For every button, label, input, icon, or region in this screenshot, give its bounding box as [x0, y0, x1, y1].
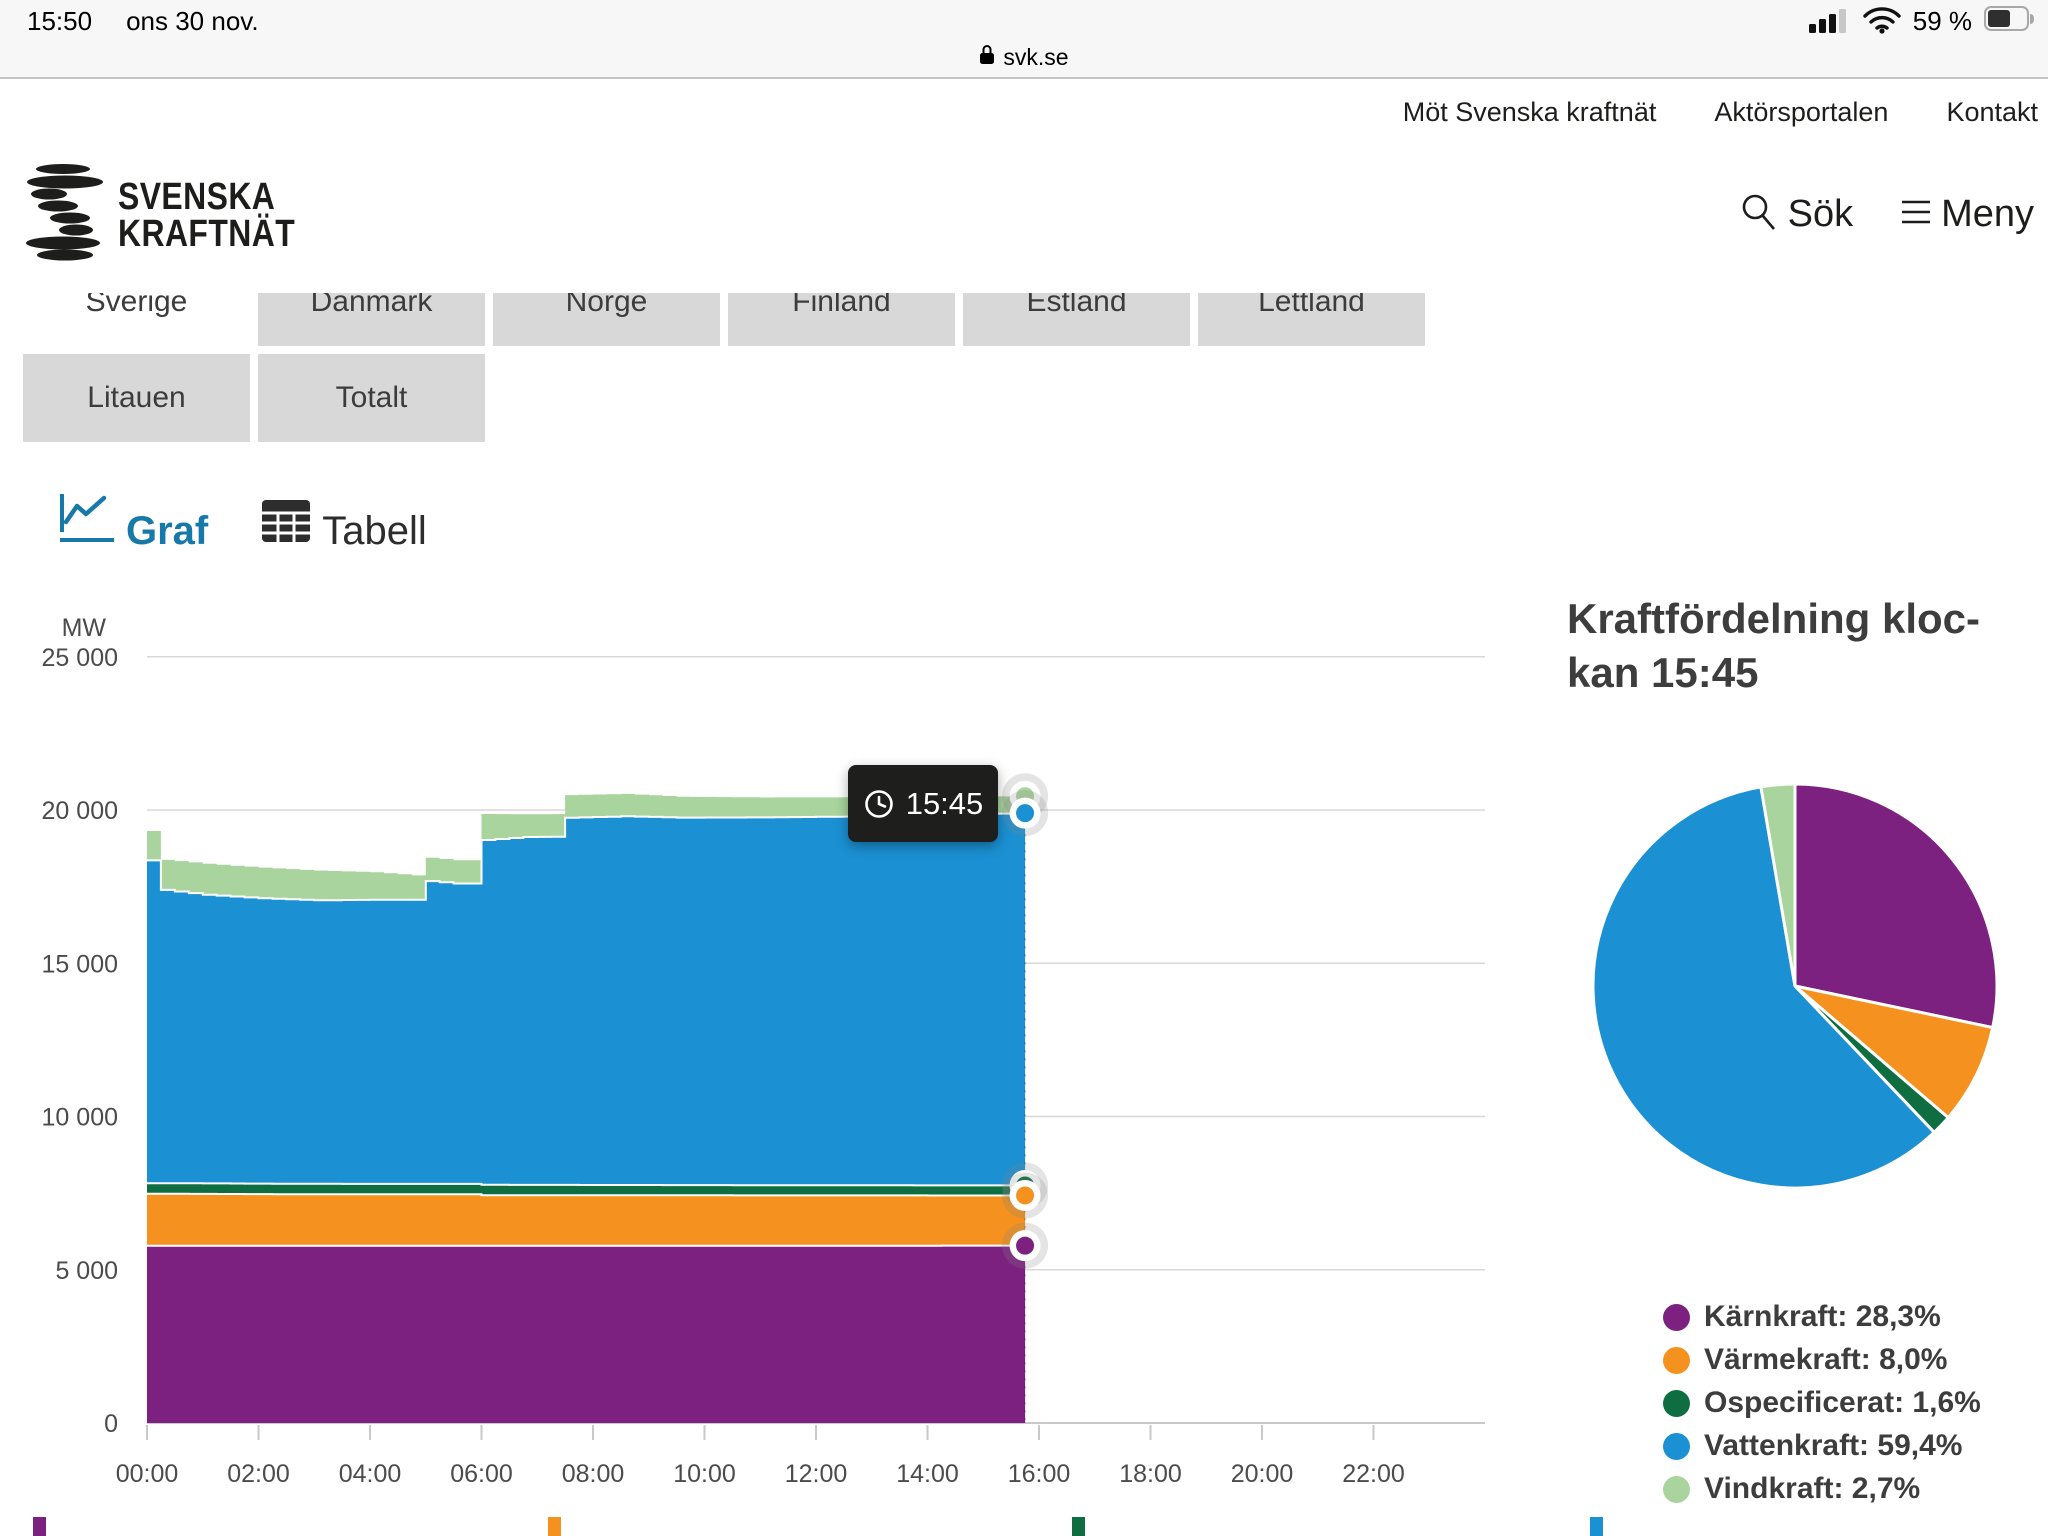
- legend-label: Vattenkraft: 59,4%: [1704, 1429, 1963, 1462]
- battery-icon: [1984, 5, 2034, 37]
- legend-item-vindkraft[interactable]: Vindkraft: 2,7%: [1663, 1472, 1981, 1506]
- svg-text:20 000: 20 000: [42, 797, 118, 825]
- site-header: Möt Svenska kraftnät Aktörsportalen Kontak…: [0, 77, 2048, 293]
- cellular-signal-icon: [1808, 4, 1851, 39]
- svg-text:18:00: 18:00: [1119, 1460, 1182, 1488]
- date: ons 30 nov.: [126, 6, 259, 36]
- svg-text:10 000: 10 000: [42, 1104, 118, 1132]
- svg-text:16:00: 16:00: [1008, 1460, 1071, 1488]
- series-toggle-partial-ospecificerat[interactable]: [1072, 1517, 1085, 1536]
- pie-legend: Kärnkraft: 28,3% Värmekraft: 8,0% Ospecifi…: [1663, 1300, 1981, 1506]
- battery-percent: 59 %: [1912, 5, 1972, 36]
- url-domain: svk.se: [1003, 43, 1069, 70]
- header-actions: Sök Meny: [1740, 192, 2034, 237]
- series-toggle-partial-värmekraft[interactable]: [548, 1517, 561, 1536]
- country-tab-litauen[interactable]: Litauen: [23, 354, 250, 442]
- svg-text:15 000: 15 000: [42, 950, 118, 978]
- clock-icon: [863, 788, 895, 820]
- tooltip-time: 15:45: [905, 785, 984, 821]
- power-distribution-pie: [1591, 782, 1999, 1190]
- svk-logo-mark-icon: [25, 163, 105, 268]
- brand-name: SVENSKA KRAFTNÄT: [118, 175, 296, 255]
- graf-label: Graf: [126, 509, 209, 553]
- search-icon: [1740, 192, 1778, 237]
- legend-dot: [1663, 1346, 1690, 1374]
- menu-label: Meny: [1941, 193, 2034, 235]
- nav-link[interactable]: Kontakt: [1946, 97, 2038, 127]
- legend-label: Ospecificerat: 1,6%: [1704, 1386, 1981, 1419]
- search-button[interactable]: Sök: [1740, 192, 1853, 237]
- svg-text:08:00: 08:00: [562, 1460, 625, 1488]
- wifi-icon: [1863, 4, 1901, 39]
- area-series-vindkraft: [147, 793, 1026, 901]
- country-tabs-row2: Litauen Totalt: [23, 354, 485, 442]
- svg-text:22:00: 22:00: [1342, 1460, 1405, 1488]
- legend-item-ospecificerat[interactable]: Ospecificerat: 1,6%: [1663, 1386, 1981, 1420]
- area-series-kärnkraft: [147, 1245, 1026, 1423]
- svg-text:5 000: 5 000: [55, 1257, 118, 1285]
- legend-dot: [1663, 1432, 1690, 1460]
- clock: 15:50: [27, 6, 93, 36]
- top-nav: Möt Svenska kraftnät Aktörsportalen Kontak…: [1403, 97, 2038, 128]
- svg-text:20:00: 20:00: [1231, 1460, 1294, 1488]
- legend-label: Värmekraft: 8,0%: [1704, 1343, 1948, 1376]
- country-tab-label: Litauen: [87, 381, 186, 414]
- search-label: Sök: [1787, 193, 1854, 235]
- legend-item-kärnkraft[interactable]: Kärnkraft: 28,3%: [1663, 1300, 1981, 1334]
- legend-dot: [1663, 1303, 1690, 1331]
- area-series-värmekraft: [147, 1193, 1026, 1246]
- svg-text:04:00: 04:00: [339, 1460, 402, 1488]
- url-bar[interactable]: svk.se: [0, 38, 2048, 76]
- current-value-marker-kärnkraft: [1002, 1222, 1049, 1269]
- tabell-label: Tabell: [322, 509, 427, 553]
- table-icon: [260, 496, 312, 551]
- hamburger-menu-icon: [1901, 199, 1931, 230]
- country-tab-totalt[interactable]: Totalt: [258, 354, 485, 442]
- system-bar: 15:50 ons 30 nov. 59 %: [0, 0, 2048, 79]
- current-value-marker-värmekraft: [1002, 1172, 1049, 1219]
- legend-dot: [1663, 1389, 1690, 1417]
- svg-text:14:00: 14:00: [896, 1460, 959, 1488]
- series-toggle-partial-vattenkraft[interactable]: [1590, 1517, 1603, 1536]
- svg-text:10:00: 10:00: [673, 1460, 736, 1488]
- tab-graf[interactable]: Graf: [58, 488, 208, 551]
- area-series-vattenkraft: [147, 813, 1026, 1186]
- time-tooltip: 15:45: [848, 765, 998, 842]
- menu-button[interactable]: Meny: [1901, 193, 2034, 236]
- pie-slice-kärnkraft: [1793, 782, 1999, 1030]
- current-value-marker-vattenkraft: [1002, 790, 1049, 837]
- brand-logo[interactable]: SVENSKA KRAFTNÄT: [25, 163, 329, 268]
- pie-slice-värmekraft: [1793, 984, 1995, 1120]
- svg-text:MW: MW: [62, 614, 107, 642]
- pie-slice-vattenkraft: [1591, 785, 1936, 1190]
- line-chart-icon: [58, 488, 116, 551]
- nav-link[interactable]: Möt Svenska kraftnät: [1402, 97, 1657, 127]
- area-series-ospecificerat: [147, 1183, 1026, 1196]
- status-right: 59 %: [1808, 4, 2034, 39]
- legend-item-vattenkraft[interactable]: Vattenkraft: 59,4%: [1663, 1429, 1981, 1463]
- lock-icon: [979, 44, 995, 70]
- legend-dot: [1663, 1475, 1690, 1503]
- country-tab-label: Totalt: [335, 381, 408, 414]
- svg-text:06:00: 06:00: [450, 1460, 513, 1488]
- pie-slice-vindkraft: [1759, 782, 1797, 988]
- view-toggle: Graf Tabell: [58, 488, 427, 551]
- legend-item-värmekraft[interactable]: Värmekraft: 8,0%: [1663, 1343, 1981, 1377]
- svg-text:00:00: 00:00: [116, 1460, 179, 1488]
- svg-text:12:00: 12:00: [785, 1460, 848, 1488]
- svg-text:0: 0: [104, 1410, 118, 1438]
- svg-text:02:00: 02:00: [227, 1460, 290, 1488]
- status-left: 15:50 ons 30 nov.: [27, 6, 259, 37]
- svg-text:25 000: 25 000: [42, 644, 118, 672]
- tab-tabell[interactable]: Tabell: [260, 496, 427, 551]
- legend-label: Kärnkraft: 28,3%: [1704, 1300, 1941, 1333]
- legend-label: Vindkraft: 2,7%: [1704, 1472, 1921, 1505]
- pie-title: Kraftfördelning kloc- kan 15:45: [1567, 595, 1981, 696]
- nav-link[interactable]: Aktörsportalen: [1714, 97, 1889, 127]
- series-toggle-partial-kärnkraft[interactable]: [33, 1517, 46, 1536]
